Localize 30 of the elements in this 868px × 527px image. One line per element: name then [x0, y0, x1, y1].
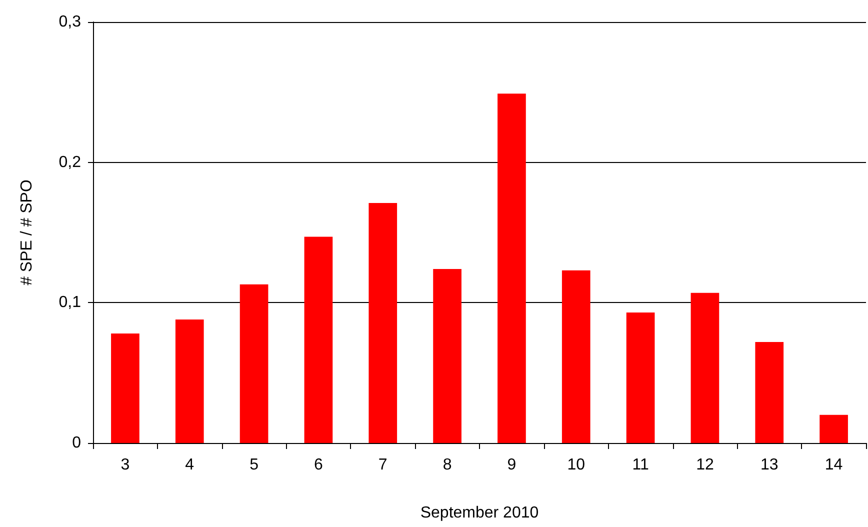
bar [626, 312, 655, 443]
x-tick-label: 13 [760, 456, 778, 474]
bar [304, 236, 333, 443]
x-tick-label: 11 [632, 456, 649, 474]
x-tick-label: 14 [824, 456, 843, 474]
bar [755, 342, 784, 443]
x-tick-label: 4 [185, 456, 194, 474]
x-tick-label: 12 [696, 456, 714, 474]
y-tick-label: 0,2 [58, 154, 82, 171]
bar [368, 203, 398, 443]
bar [175, 320, 204, 443]
bar [433, 268, 462, 443]
bar [820, 414, 848, 443]
x-axis-title: September 2010 [420, 504, 539, 522]
x-tick-label: 3 [120, 456, 130, 474]
y-axis-title: # SPE / # SPO [18, 180, 36, 286]
bar [240, 284, 268, 443]
x-tick-label: 9 [507, 456, 516, 474]
x-tick-label: 7 [378, 456, 388, 474]
x-tick-label: 6 [314, 456, 324, 474]
y-tick-label: 0,1 [58, 294, 82, 312]
x-tick-label: 10 [567, 456, 586, 474]
x-tick-label: 5 [250, 456, 259, 474]
x-tick-label: 8 [442, 456, 452, 474]
bar [562, 270, 590, 443]
bar [690, 292, 720, 443]
y-tick-label: 0,3 [58, 14, 82, 30]
bar [111, 334, 140, 443]
bar [498, 94, 526, 443]
y-tick-label: 0 [72, 434, 82, 452]
